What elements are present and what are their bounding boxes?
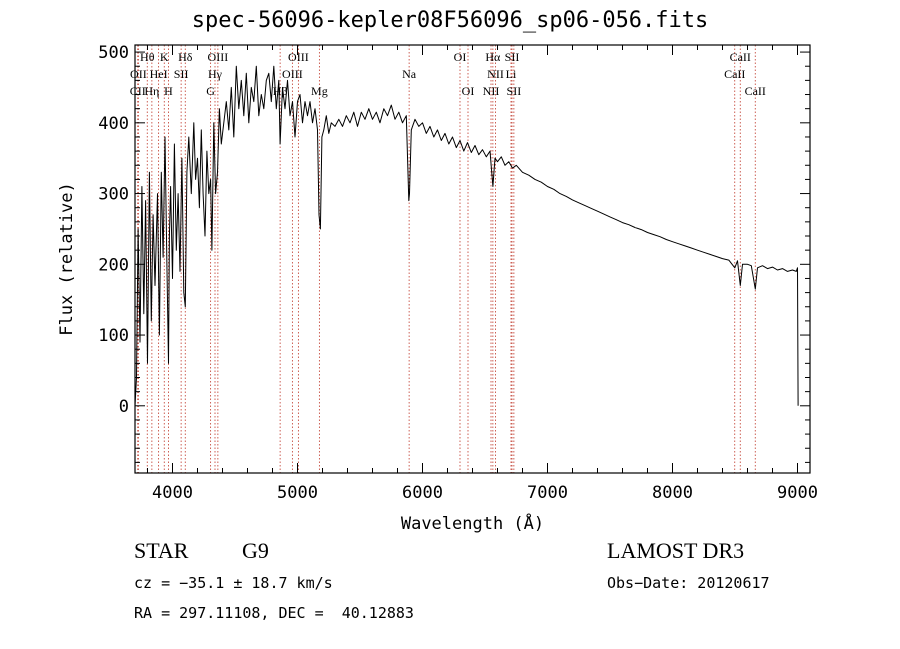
spectral-line-label-21: NII (487, 67, 504, 81)
spectral-line-label-4: HeI (150, 67, 168, 81)
spectral-line-label-18: OI (462, 84, 475, 98)
observation-date: Obs−Date: 20120617 (607, 574, 770, 592)
x-tick-label-1: 5000 (277, 483, 318, 503)
spectral-line-label-26: CaII (724, 67, 745, 81)
x-tick-label-5: 9000 (777, 483, 818, 503)
spectral-line-label-19: Hα (485, 50, 501, 64)
spectral-line-label-7: SII (174, 67, 189, 81)
spectral-line-label-27: CaII (745, 84, 766, 98)
spectral-line-label-1: OII (130, 67, 147, 81)
y-tick-label-2: 200 (98, 255, 129, 275)
y-tick-label-0: 0 (119, 397, 129, 417)
x-tick-label-0: 4000 (152, 483, 193, 503)
spectral-line-label-22: Li (506, 67, 517, 81)
spectral-line-label-17: OI (454, 50, 467, 64)
y-tick-label-4: 400 (98, 114, 129, 134)
y-tick-label-3: 300 (98, 185, 129, 205)
object-class: STAR (134, 538, 189, 563)
redshift-cz: cz = −35.1 ± 18.7 km/s (134, 574, 333, 592)
spectral-line-markers (137, 45, 756, 473)
spectral-line-label-5: K (160, 50, 169, 64)
spectral-line-label-25: CaII (730, 50, 751, 64)
survey-name: LAMOST DR3 (607, 538, 745, 563)
spectral-line-label-16: Na (402, 67, 417, 81)
coordinates: RA = 297.11108, DEC = 40.12883 (134, 604, 414, 622)
x-tick-label-4: 8000 (652, 483, 693, 503)
spectral-line-label-23: NII (483, 84, 500, 98)
y-tick-label-1: 100 (98, 326, 129, 346)
spectral-line-label-11: G (206, 84, 215, 98)
spectral-line-label-0: Hθ (140, 50, 155, 64)
spectral-line-label-20: SII (505, 50, 520, 64)
x-axis-label: Wavelength (Å) (401, 512, 544, 534)
x-axis-ticks: 4000 5000 6000 7000 8000 9000 (147, 45, 818, 503)
spectrum-line-0 (134, 65, 799, 406)
y-axis-ticks: 0 100 200 300 400 500 (98, 43, 810, 463)
chart-title: spec-56096-kepler08F56096_sp06-056.fits (191, 8, 709, 33)
spectrum-series (134, 65, 799, 406)
x-tick-label-3: 7000 (527, 483, 568, 503)
x-tick-label-2: 6000 (402, 483, 443, 503)
spectral-line-label-9: OIII (208, 50, 229, 64)
spectral-line-label-8: Hδ (178, 50, 193, 64)
spectral-line-label-6: H (164, 84, 173, 98)
spectral-line-label-3: Hη (144, 84, 159, 98)
spectral-line-label-10: Hγ (208, 67, 223, 81)
object-subclass: G9 (242, 538, 269, 563)
spectral-line-label-13: OIII (282, 67, 303, 81)
y-axis-label: Flux (relative) (57, 182, 77, 336)
spectral-line-label-15: Mg (311, 84, 328, 98)
plot-frame (134, 44, 811, 474)
spectral-line-label-12: OIII (288, 50, 309, 64)
y-tick-label-5: 500 (98, 43, 129, 63)
spectral-line-label-24: SII (507, 84, 522, 98)
spectral-line-label-2: CII (130, 84, 146, 98)
